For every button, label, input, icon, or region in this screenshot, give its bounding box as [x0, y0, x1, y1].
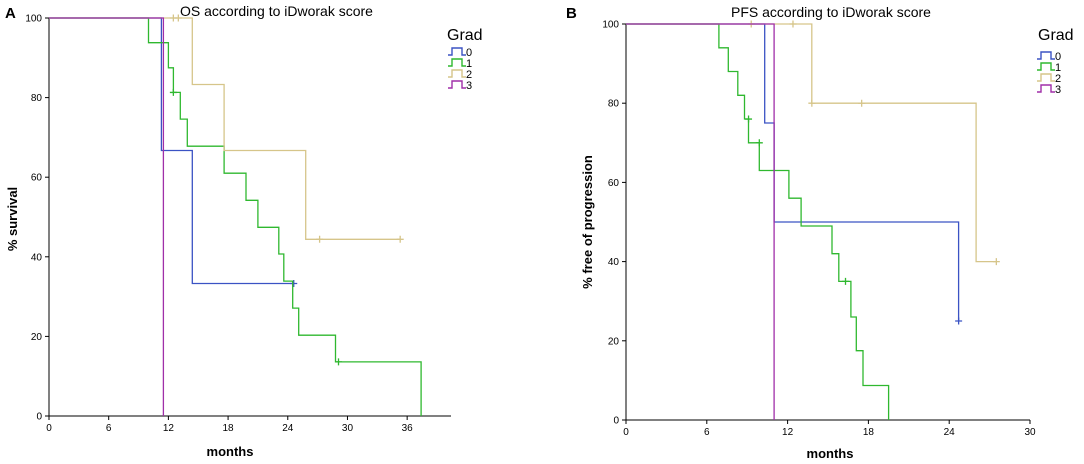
panel-a-y-tick-label: 40 — [31, 252, 43, 263]
panel-b-legend-swatch-grad-0 — [1037, 51, 1055, 60]
panel-b-curve-grad-3 — [626, 23, 775, 420]
panel-a-censor-mark-grad-1 — [335, 358, 343, 366]
panel-a-x-tick-label: 12 — [163, 423, 175, 434]
panel-b-legend-label-grad-3: 3 — [1055, 84, 1061, 96]
panel-a-x-tick-label: 6 — [106, 423, 112, 434]
panel-b-curve-grad-2 — [626, 23, 997, 263]
panel-b-x-tick-label: 12 — [782, 427, 794, 438]
panel-b-censor-mark-grad-1 — [745, 115, 753, 123]
panel-a-title: OS according to iDworak score — [180, 3, 373, 19]
panel-a-x-tick-label: 24 — [282, 423, 294, 434]
panel-a-censor-mark-grad-0 — [290, 279, 298, 287]
panel-b-y-tick-label: 100 — [602, 20, 619, 31]
panel-b-x-tick-label: 0 — [623, 427, 629, 438]
panel-b-y-tick-label: 80 — [608, 99, 620, 110]
panel-b-y-label: % free of progression — [580, 155, 595, 289]
panel-a-curve-grad-3 — [49, 17, 165, 416]
panel-a-y-tick-label: 80 — [31, 93, 43, 104]
panel-a-legend-label-grad-2: 2 — [466, 69, 472, 81]
panel-a-x-tick-label: 18 — [223, 423, 235, 434]
panel-b-ticks: 0 6 12 18 24 30 0 20 40 60 80 100 — [602, 20, 1036, 439]
panel-b-curve-grad-0 — [626, 23, 960, 321]
panel-a-legend-swatch-grad-3 — [448, 80, 466, 89]
panel-a-legend-label-grad-0: 0 — [466, 47, 472, 59]
panel-b-censor-mark-grad-0 — [955, 317, 963, 325]
panel-b-legend-title: Grad — [1038, 27, 1074, 44]
panel-b-legend-label-grad-2: 2 — [1055, 73, 1061, 85]
panel-b-censor-mark-grad-1 — [842, 277, 850, 285]
panel-a-x-tick-label: 0 — [46, 423, 52, 434]
panel-a-curves — [49, 14, 422, 416]
panel-a-y-tick-label: 0 — [36, 412, 42, 423]
panel-b-censor-mark-grad-1 — [755, 139, 763, 147]
panel-letter-a: A — [5, 5, 16, 22]
panel-a-x-tick-label: 30 — [342, 423, 354, 434]
panel-b: B PFS according to iDworak score months … — [566, 4, 1074, 461]
panel-b-legend-swatch-grad-3 — [1037, 84, 1055, 93]
panel-b-x-label: months — [807, 446, 854, 461]
panel-b-legend-swatch-grad-2 — [1037, 73, 1055, 82]
panel-b-title: PFS according to iDworak score — [731, 4, 931, 20]
panel-a-censor-mark-grad-2 — [396, 235, 404, 243]
panel-a-censor-mark-grad-1 — [169, 88, 177, 96]
panel-a-curve-grad-1 — [49, 17, 422, 416]
panel-b-curve-grad-1 — [626, 23, 890, 420]
panel-a-x-label: months — [207, 444, 254, 459]
panel-a-censor-mark-grad-2 — [174, 14, 182, 22]
panel-a-legend-swatch-grad-1 — [448, 58, 466, 67]
panel-b-censor-mark-grad-2 — [858, 99, 866, 107]
panel-b-censor-mark-grad-2 — [992, 258, 1000, 266]
panel-a-curve-grad-2 — [49, 17, 401, 240]
panel-b-x-tick-label: 18 — [863, 427, 875, 438]
panel-b-curves — [626, 20, 1000, 420]
panel-a-legend-label-grad-1: 1 — [466, 58, 472, 70]
panel-a-legend-title: Grad — [447, 27, 483, 44]
panel-b-y-tick-label: 20 — [608, 336, 620, 347]
panel-a-y-tick-label: 100 — [25, 14, 42, 25]
panel-b-y-tick-label: 60 — [608, 178, 620, 189]
panel-b-y-tick-label: 0 — [613, 416, 619, 427]
panel-a-legend-label-grad-3: 3 — [466, 80, 472, 92]
panel-a-censor-mark-grad-2 — [316, 235, 324, 243]
panel-a-y-tick-label: 20 — [31, 332, 43, 343]
panel-b-censor-mark-grad-2 — [808, 99, 816, 107]
panel-b-censor-mark-grad-2 — [789, 20, 797, 28]
panel-b-legend-label-grad-0: 0 — [1055, 51, 1061, 63]
panel-b-x-tick-label: 30 — [1024, 427, 1036, 438]
panel-a-y-label: % survival — [5, 187, 20, 251]
panel-a-ticks: 0 6 12 18 24 30 36 0 20 40 60 80 100 — [25, 14, 413, 435]
panel-b-y-tick-label: 40 — [608, 257, 620, 268]
panel-b-legend-label-grad-1: 1 — [1055, 62, 1061, 74]
panel-a-legend-swatch-grad-2 — [448, 69, 466, 78]
panel-b-x-tick-label: 6 — [704, 427, 710, 438]
panel-a: A OS according to iDworak score months %… — [5, 3, 483, 459]
panel-b-x-tick-label: 24 — [944, 427, 956, 438]
panel-letter-b: B — [566, 5, 577, 22]
panel-a-y-tick-label: 60 — [31, 173, 43, 184]
panel-a-x-tick-label: 36 — [402, 423, 414, 434]
panel-a-legend-swatch-grad-0 — [448, 47, 466, 56]
panel-b-legend-swatch-grad-1 — [1037, 62, 1055, 71]
